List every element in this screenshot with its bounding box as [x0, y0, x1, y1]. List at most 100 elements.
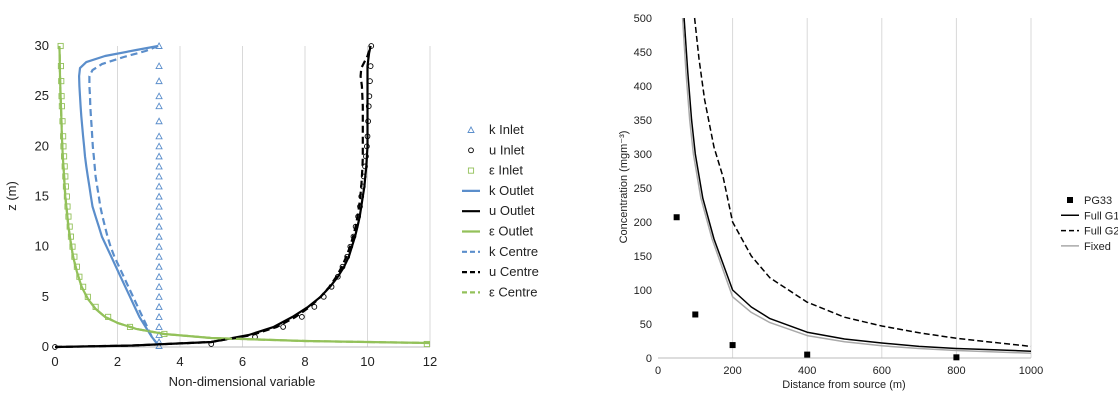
series-marker-k-inlet	[155, 232, 163, 240]
right-chart-series	[673, 17, 1032, 361]
series-marker-k-inlet	[155, 222, 163, 230]
series-line-epsilon-centre	[58, 45, 431, 345]
left-chart-x-ticks: 0 2 4 6 8 10 12	[51, 354, 437, 369]
y-tick-label: 150	[634, 251, 652, 263]
y-tick-label: 400	[634, 81, 652, 93]
series-marker-u-inlet	[368, 43, 375, 49]
x-tick-label: 0	[51, 354, 58, 369]
series-marker-k-inlet	[155, 202, 163, 210]
right-chart-x-axis-label: Distance from source (m)	[782, 379, 905, 391]
legend-label-pg33: PG33	[1084, 195, 1112, 207]
series-marker-k-inlet	[155, 62, 163, 70]
left-chart-y-ticks: 0 5 10 15 20 25 30	[35, 38, 49, 354]
series-marker-pg33	[692, 311, 699, 318]
x-tick-label: 6	[239, 354, 246, 369]
series-marker-k-inlet	[155, 292, 163, 300]
series-marker-u-inlet	[367, 63, 374, 69]
series-marker-k-inlet	[155, 212, 163, 220]
right-chart-gridlines	[732, 18, 1032, 358]
series-marker-k-inlet	[155, 342, 163, 349]
series-line-fixed	[681, 17, 1032, 354]
series-marker-k-inlet	[155, 262, 163, 270]
right-chart-x-ticks: 0 200 400 600 800 1000	[655, 365, 1043, 377]
series-line-epsilon-outlet	[58, 45, 431, 345]
series-marker-k-inlet	[155, 331, 163, 338]
series-marker-k-inlet	[155, 192, 163, 200]
x-tick-label: 200	[723, 365, 741, 377]
y-tick-label: 50	[640, 319, 652, 331]
x-tick-label: 600	[873, 365, 891, 377]
y-tick-label: 200	[634, 217, 652, 229]
legend-swatch-k-inlet	[467, 126, 475, 133]
series-marker-u-inlet	[311, 304, 318, 310]
y-tick-label: 100	[634, 285, 652, 297]
series-marker-pg33	[804, 351, 811, 358]
y-tick-label: 500	[634, 13, 652, 25]
series-marker-k-inlet	[155, 282, 163, 290]
series-marker-k-inlet	[155, 92, 163, 100]
y-tick-label: 15	[35, 189, 49, 204]
legend-label-epsilon-inlet: ε Inlet	[489, 163, 523, 178]
series-marker-k-inlet	[155, 162, 163, 170]
series-marker-k-inlet	[155, 272, 163, 280]
y-tick-label: 5	[42, 289, 49, 304]
left-chart-series	[52, 42, 431, 350]
x-tick-label: 1000	[1019, 365, 1043, 377]
series-marker-k-inlet	[155, 182, 163, 190]
series-marker-u-inlet	[299, 314, 305, 320]
y-tick-label: 0	[42, 339, 49, 354]
series-marker-k-inlet	[155, 312, 163, 320]
legend-label-full-g1: Full G1	[1084, 210, 1118, 222]
series-marker-k-inlet	[155, 102, 163, 110]
legend-label-u-centre: u Centre	[489, 264, 539, 279]
y-tick-label: 350	[634, 115, 652, 127]
series-marker-k-inlet	[155, 152, 163, 160]
series-marker-k-inlet	[155, 302, 163, 310]
x-tick-label: 400	[798, 365, 816, 377]
y-tick-label: 30	[35, 38, 49, 53]
legend-label-k-inlet: k Inlet	[489, 122, 524, 137]
x-tick-label: 0	[655, 365, 661, 377]
series-line-u-outlet	[54, 45, 372, 349]
series-marker-k-inlet	[155, 117, 163, 125]
series-line-k-centre	[88, 44, 159, 346]
x-tick-label: 10	[360, 354, 374, 369]
left-chart-legend: k Inlet u Inlet ε Inlet k Outlet u Outlet ε O…	[462, 122, 539, 299]
legend-swatch-epsilon-inlet	[467, 167, 475, 174]
series-marker-k-inlet	[155, 132, 163, 140]
left-chart-x-axis-label: Non-dimensional variable	[169, 374, 316, 389]
series-marker-pg33	[729, 342, 736, 349]
series-marker-k-inlet	[155, 142, 163, 150]
legend-label-fixed: Fixed	[1084, 241, 1111, 253]
series-marker-k-inlet	[155, 322, 163, 330]
legend-label-u-inlet: u Inlet	[489, 142, 525, 157]
series-line-u-centre	[54, 45, 372, 349]
x-tick-label: 2	[114, 354, 121, 369]
y-tick-label: 0	[646, 353, 652, 365]
series-line-full-g1	[683, 17, 1032, 352]
series-marker-epsilon-inlet	[57, 42, 64, 50]
series-marker-u-inlet	[365, 103, 372, 110]
left-chart: 0 2 4 6 8 10 12 0 5 10 15 20 25 30 Non-dimensional v…	[4, 38, 539, 389]
right-chart-y-axis-label: Concentration (mgm⁻³)	[618, 131, 630, 244]
legend-label-full-g2: Full G2	[1084, 226, 1118, 238]
y-tick-label: 25	[35, 88, 49, 103]
series-marker-pg33	[673, 214, 680, 221]
series-marker-k-inlet	[155, 252, 163, 260]
legend-swatch-u-inlet	[468, 147, 474, 154]
right-chart: 0 200 400 600 800 1000 0 50 100 150 200 250 300 350 4…	[618, 13, 1118, 391]
series-marker-k-inlet	[155, 77, 163, 85]
series-marker-pg33	[953, 354, 960, 361]
series-line-full-g2	[693, 17, 1032, 348]
x-tick-label: 800	[947, 365, 965, 377]
series-marker-k-inlet	[155, 172, 163, 180]
y-tick-label: 300	[634, 149, 652, 161]
series-marker-u-inlet	[280, 324, 286, 330]
left-chart-y-axis-label: z (m)	[4, 181, 19, 211]
y-tick-label: 250	[634, 183, 652, 195]
legend-label-k-centre: k Centre	[489, 244, 538, 259]
left-chart-gridlines	[117, 46, 431, 347]
x-tick-label: 12	[423, 354, 437, 369]
y-tick-label: 20	[35, 138, 49, 153]
